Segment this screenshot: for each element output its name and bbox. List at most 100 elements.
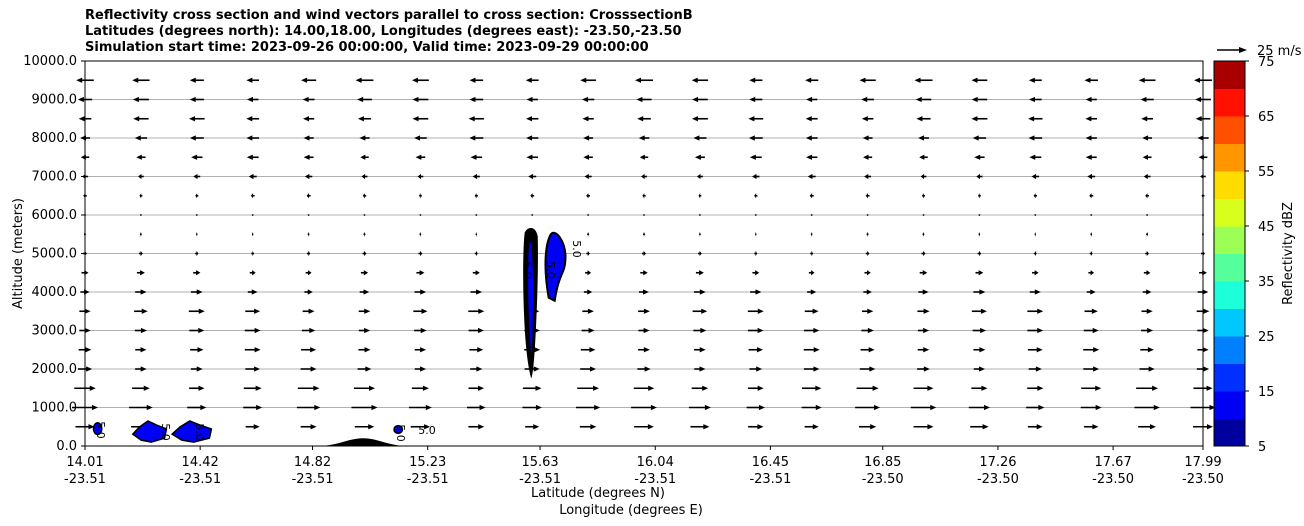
wind-arrow-head: [923, 327, 930, 334]
wind-arrow-head: [700, 327, 707, 334]
wind-arrow: [362, 193, 367, 199]
wind-arrow: [301, 77, 317, 83]
wind-arrow-head: [139, 193, 142, 199]
wind-arrow: [1138, 77, 1156, 83]
wind-arrow-head: [478, 308, 485, 314]
wind-arrow-head: [252, 231, 254, 237]
wind-arrow-head: [703, 424, 710, 430]
wind-arrow: [917, 347, 930, 353]
wind-arrow-head: [140, 347, 147, 353]
wind-arrow-head: [368, 424, 375, 430]
wind-arrow-head: [528, 173, 533, 180]
wind-arrow-head: [252, 250, 255, 257]
wind-arrow-head: [867, 231, 869, 237]
wind-arrow-head: [1195, 116, 1202, 122]
wind-arrow: [865, 250, 870, 257]
wind-arrow: [866, 214, 869, 216]
wind-arrow: [135, 289, 147, 295]
wind-arrow: [244, 347, 261, 353]
wind-arrow: [1145, 250, 1149, 257]
wind-arrow-head: [1034, 270, 1039, 276]
wind-arrow-head: [146, 404, 153, 411]
wind-arrow: [78, 116, 92, 122]
y-tick-label: 0.0: [56, 439, 77, 454]
wind-arrow-head: [364, 308, 371, 314]
wind-arrow-head: [979, 250, 982, 257]
colorbar-layer: 5 15 25 35 45 55 65 75 Reflectivity dBZ: [1213, 55, 1296, 455]
contour-label: 5.0: [418, 424, 436, 437]
wind-arrow: [696, 173, 703, 180]
wind-arrow-head: [314, 404, 321, 411]
wind-arrow-head: [306, 193, 309, 199]
wind-arrow: [469, 347, 484, 353]
wind-arrow: [354, 424, 375, 430]
wind-arrow-head: [1031, 173, 1037, 180]
wind-arrow: [522, 385, 542, 391]
wind-arrow-head: [420, 327, 427, 334]
wind-arrow-head: [132, 96, 139, 103]
wind-arrow-head: [1035, 231, 1037, 237]
wind-arrow: [747, 385, 764, 391]
wind-arrow-head: [253, 424, 260, 430]
wind-arrow: [247, 289, 258, 295]
wind-arrow: [1026, 404, 1045, 411]
wind-arrow: [971, 77, 988, 83]
wind-arrow: [243, 404, 263, 411]
wind-arrow: [971, 96, 988, 103]
wind-arrow-head: [246, 116, 253, 122]
quiver-key-label: 25 m/s: [1257, 44, 1302, 59]
wind-arrow: [470, 366, 483, 372]
wind-arrow: [917, 366, 930, 372]
wind-arrow-head: [424, 424, 431, 430]
wind-arrow: [1142, 154, 1152, 160]
wind-arrow-head: [140, 250, 143, 257]
wind-arrow-head: [1194, 77, 1201, 83]
wind-arrow: [1028, 366, 1042, 372]
wind-arrow: [1197, 327, 1209, 334]
wind-arrow-head: [754, 193, 757, 199]
wind-arrow-head: [866, 289, 872, 295]
wind-arrow: [251, 250, 255, 257]
wind-arrow-head: [1148, 366, 1155, 372]
wind-arrow: [805, 135, 818, 141]
wind-arrow: [918, 135, 929, 141]
wind-arrow-head: [590, 424, 597, 430]
wind-arrow-head: [980, 327, 987, 334]
wind-arrow: [860, 347, 875, 353]
wind-arrow-head: [1195, 96, 1202, 103]
wind-arrow-head: [650, 404, 657, 411]
wind-arrow-head: [915, 96, 922, 103]
wind-arrow-dot: [140, 214, 142, 216]
wind-arrow-head: [1028, 77, 1035, 83]
wind-arrow-head: [930, 404, 937, 411]
wind-arrow-head: [136, 154, 142, 160]
wind-arrow: [418, 193, 422, 199]
wind-arrow: [414, 289, 427, 295]
wind-arrow-head: [476, 366, 483, 372]
wind-arrow-head: [535, 404, 542, 411]
wind-arrow: [79, 308, 91, 314]
wind-arrow: [698, 250, 702, 257]
wind-arrow: [526, 154, 538, 160]
wind-arrow: [861, 327, 874, 334]
wind-arrow: [746, 404, 765, 411]
wind-arrow: [1193, 424, 1213, 430]
wind-arrow: [410, 424, 431, 430]
wind-arrow-dot: [1034, 214, 1037, 216]
wind-arrow: [307, 231, 310, 237]
wind-arrow: [861, 308, 874, 314]
wind-arrow: [189, 116, 205, 122]
wind-arrow-head: [1146, 250, 1149, 257]
wind-arrow-head: [1087, 173, 1092, 180]
wind-arrow-head: [76, 77, 83, 83]
wind-arrow-head: [476, 289, 483, 295]
wind-arrow-head: [699, 366, 706, 372]
wind-arrow: [694, 366, 706, 372]
wind-arrow: [1146, 214, 1148, 216]
wind-arrow: [1139, 366, 1155, 372]
wind-arrow: [78, 347, 92, 353]
wind-arrow-head: [474, 193, 477, 199]
wind-arrow-head: [526, 135, 533, 141]
wind-arrow-head: [420, 347, 427, 353]
wind-arrow: [1195, 116, 1211, 122]
